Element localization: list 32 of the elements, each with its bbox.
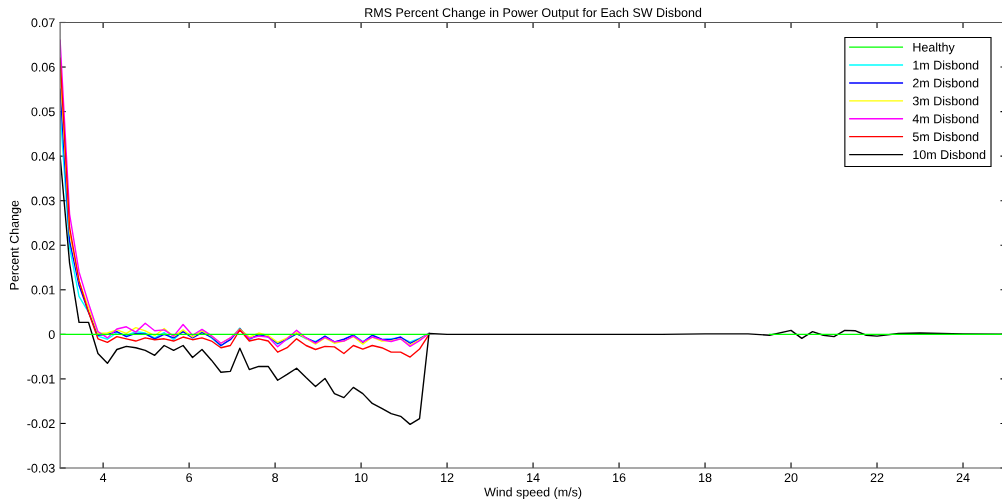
- x-tick-label: 8: [272, 473, 279, 483]
- y-tick-label: -0.02: [27, 419, 55, 429]
- legend-label: 5m Disbond: [912, 131, 979, 142]
- x-tick-label: 6: [186, 473, 193, 483]
- y-tick-label: 0.06: [31, 62, 55, 72]
- x-tick-label: 22: [870, 473, 884, 482]
- x-tick-label: 24: [956, 473, 970, 482]
- y-axis-title: Percent Change: [9, 200, 22, 290]
- x-tick-label: 14: [527, 473, 540, 482]
- y-tick-label: 0.01: [31, 285, 55, 295]
- x-tick-label: 4: [99, 473, 107, 482]
- y-tick-label: -0.01: [27, 374, 55, 384]
- x-tick-label: 18: [699, 473, 712, 483]
- legend-label: 3m Disbond: [912, 96, 979, 106]
- legend-label: 2m Disbond: [912, 78, 979, 88]
- legend-label: 1m Disbond: [913, 60, 979, 70]
- y-tick-label: 0.07: [31, 18, 55, 28]
- x-axis-title: Wind speed (m/s): [484, 487, 582, 499]
- legend-label: Healthy: [913, 42, 955, 55]
- x-tick-label: 12: [441, 473, 454, 482]
- x-tick-label: 20: [784, 473, 798, 483]
- legend-label: 4m Disbond: [912, 114, 979, 124]
- x-tick-label: 16: [613, 473, 626, 483]
- y-tick-label: 0.02: [31, 241, 55, 250]
- y-tick-label: -0.03: [27, 463, 55, 473]
- y-tick-label: 0.03: [31, 196, 55, 206]
- y-tick-label: 0.05: [31, 107, 55, 117]
- x-tick-label: 10: [355, 473, 368, 483]
- y-tick-label: 0: [48, 330, 55, 340]
- chart-title: RMS Percent Change in Power Output for Each SW Disbond: [365, 7, 702, 20]
- legend-label: 10m Disbond: [913, 149, 986, 160]
- y-tick-label: 0.04: [31, 151, 55, 161]
